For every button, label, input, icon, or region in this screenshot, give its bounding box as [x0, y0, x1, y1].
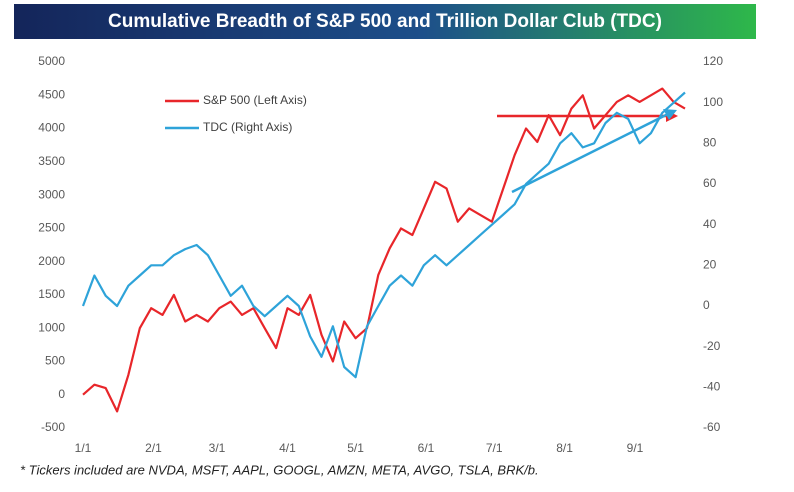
y-tick-label: 3500 — [38, 154, 65, 168]
legend-label: S&P 500 (Left Axis) — [203, 93, 307, 107]
x-tick-label: 8/1 — [556, 441, 573, 455]
y-tick-label: 3000 — [38, 187, 65, 201]
x-tick-label: 3/1 — [209, 441, 226, 455]
y-tick-label: 2000 — [38, 254, 65, 268]
y2-tick-label: 40 — [703, 217, 717, 231]
y2-tick-label: 120 — [703, 54, 723, 68]
y2-tick-label: -20 — [703, 339, 721, 353]
x-tick-label: 1/1 — [75, 441, 92, 455]
y2-tick-label: 60 — [703, 176, 717, 190]
legend-label: TDC (Right Axis) — [203, 120, 292, 134]
footnote: * Tickers included are NVDA, MSFT, AAPL,… — [20, 462, 539, 477]
y2-tick-label: 80 — [703, 136, 717, 150]
x-tick-label: 5/1 — [347, 441, 364, 455]
x-tick-label: 7/1 — [486, 441, 503, 455]
x-tick-label: 4/1 — [279, 441, 296, 455]
y-tick-label: 1500 — [38, 287, 65, 301]
y2-tick-label: -60 — [703, 420, 721, 434]
y-tick-label: 1000 — [38, 320, 65, 334]
chart-title: Cumulative Breadth of S&P 500 and Trilli… — [108, 11, 662, 32]
y2-tick-label: 0 — [703, 298, 710, 312]
x-tick-label: 9/1 — [627, 441, 644, 455]
x-tick-label: 6/1 — [418, 441, 435, 455]
y2-tick-label: 100 — [703, 95, 723, 109]
y-tick-label: 2500 — [38, 221, 65, 235]
x-tick-label: 2/1 — [145, 441, 162, 455]
blue-arrow — [511, 112, 669, 194]
title-bar — [14, 4, 756, 39]
y2-tick-label: -40 — [703, 380, 721, 394]
y2-tick-label: 20 — [703, 258, 717, 272]
series-line — [81, 91, 686, 379]
y-tick-label: 500 — [45, 354, 65, 368]
y-tick-label: 4500 — [38, 87, 65, 101]
y-tick-label: 0 — [58, 387, 65, 401]
series-line — [82, 87, 686, 413]
y-tick-label: 4000 — [38, 121, 65, 135]
y-tick-label: 5000 — [38, 54, 65, 68]
y-tick-label: -500 — [41, 420, 65, 434]
blue-arrowhead — [663, 109, 677, 120]
